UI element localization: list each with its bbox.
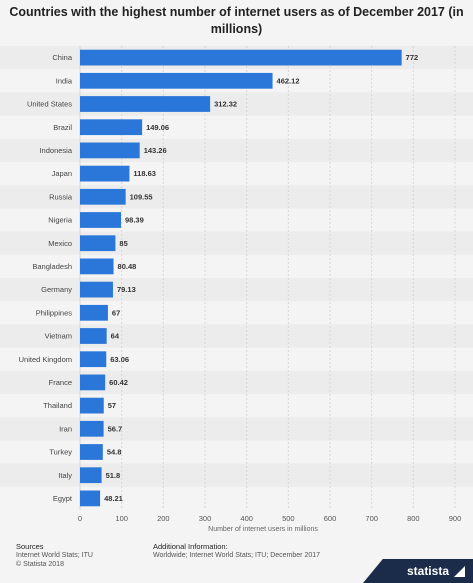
x-tick-label: 300 xyxy=(199,514,212,523)
additional-info-heading: Additional Information: xyxy=(153,542,228,551)
value-label: 79.13 xyxy=(117,285,136,294)
value-label: 143.26 xyxy=(144,146,167,155)
category-label: Philippines xyxy=(36,308,73,317)
value-label: 462.12 xyxy=(277,76,300,85)
row-band xyxy=(0,278,473,302)
bar xyxy=(80,142,140,159)
bar xyxy=(80,49,402,66)
x-tick-label: 900 xyxy=(449,514,462,523)
value-label: 54.8 xyxy=(107,448,122,457)
bar xyxy=(80,304,108,321)
bar xyxy=(80,165,130,182)
value-label: 312.32 xyxy=(214,100,237,109)
category-label: Vietnam xyxy=(45,332,72,341)
category-label: United States xyxy=(27,100,72,109)
value-label: 51.8 xyxy=(106,471,121,480)
category-label: Indonesia xyxy=(39,146,72,155)
bar xyxy=(80,235,116,252)
row-band xyxy=(0,231,473,255)
category-label: Iran xyxy=(59,424,72,433)
copyright-text: © Statista 2018 xyxy=(16,561,64,568)
sources-text: Internet World Stats; ITU xyxy=(16,552,93,559)
value-label: 98.39 xyxy=(125,216,144,225)
bar xyxy=(80,374,106,391)
category-label: Bangladesh xyxy=(32,262,72,271)
value-label: 56.7 xyxy=(108,424,123,433)
category-label: Japan xyxy=(52,169,72,178)
category-label: Egypt xyxy=(53,494,73,503)
x-tick-label: 0 xyxy=(78,514,82,523)
bar xyxy=(80,188,126,205)
bar xyxy=(80,72,273,89)
category-label: Mexico xyxy=(48,239,72,248)
bar xyxy=(80,490,101,507)
value-label: 149.06 xyxy=(146,123,169,132)
bar xyxy=(80,281,113,298)
additional-info-text: Worldwide; Internet World Stats; ITU; De… xyxy=(153,552,321,559)
category-label: Nigeria xyxy=(48,216,73,225)
row-band xyxy=(0,463,473,487)
bar xyxy=(80,444,103,460)
bar xyxy=(80,467,102,484)
category-label: China xyxy=(52,53,72,62)
x-tick-label: 800 xyxy=(407,514,420,523)
bar xyxy=(80,96,211,112)
row-band xyxy=(0,324,473,348)
value-label: 48.21 xyxy=(104,494,123,503)
bar xyxy=(80,119,143,136)
row-band xyxy=(0,417,473,441)
value-label: 80.48 xyxy=(118,262,137,271)
category-label: France xyxy=(49,378,72,387)
bar xyxy=(80,397,104,414)
category-label: Russia xyxy=(49,192,73,201)
statista-logo-icon xyxy=(454,566,465,577)
bar xyxy=(80,328,107,344)
category-label: Brazil xyxy=(53,123,72,132)
value-label: 85 xyxy=(119,239,127,248)
x-axis-label: Number of internet users in millions xyxy=(208,526,318,533)
chart-title: Countries with the highest number of int… xyxy=(9,5,464,36)
bar xyxy=(80,351,107,368)
value-label: 67 xyxy=(112,308,120,317)
x-tick-label: 700 xyxy=(365,514,378,523)
category-label: United Kingdom xyxy=(19,355,72,364)
x-tick-label: 400 xyxy=(240,514,253,523)
category-label: Thailand xyxy=(43,401,72,410)
value-label: 772 xyxy=(406,53,419,62)
bar xyxy=(80,258,114,275)
bar xyxy=(80,420,104,437)
statista-logo: statista xyxy=(406,564,449,578)
sources-block: Sources Internet World Stats; ITU © Stat… xyxy=(16,542,93,569)
row-band xyxy=(0,370,473,394)
value-label: 109.55 xyxy=(130,192,153,201)
value-label: 64 xyxy=(111,332,120,341)
value-label: 63.06 xyxy=(110,355,129,364)
category-label: Turkey xyxy=(49,448,72,457)
value-label: 60.42 xyxy=(109,378,128,387)
x-tick-label: 500 xyxy=(282,514,295,523)
brand-banner xyxy=(363,559,473,583)
x-tick-label: 200 xyxy=(157,514,170,523)
x-tick-label: 600 xyxy=(324,514,337,523)
additional-info-block: Additional Information: Worldwide; Inter… xyxy=(153,542,320,560)
value-label: 57 xyxy=(108,401,116,410)
category-label: Italy xyxy=(58,471,72,480)
bar xyxy=(80,212,121,228)
category-label: India xyxy=(56,76,73,85)
x-tick-label: 100 xyxy=(115,514,128,523)
value-label: 118.63 xyxy=(133,169,156,178)
category-label: Germany xyxy=(41,285,72,294)
sources-heading: Sources xyxy=(16,542,44,551)
